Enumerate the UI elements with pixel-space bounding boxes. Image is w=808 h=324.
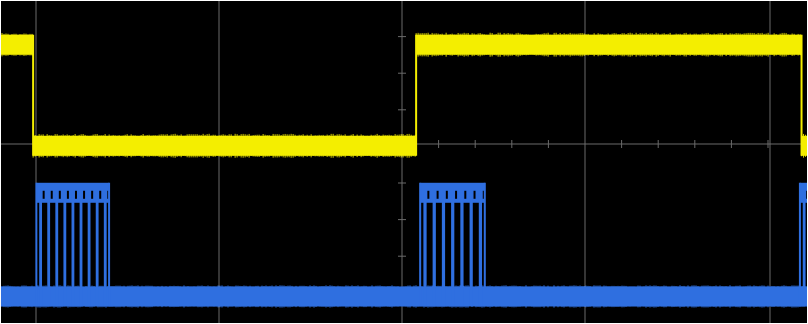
channel-1-level-band — [801, 135, 808, 156]
channel-2-pulse — [103, 192, 107, 307]
channel-2-pulse-gap — [464, 190, 467, 199]
channel-2-pulse — [87, 192, 91, 307]
channel-2-pulse-gap — [83, 190, 86, 199]
channel-2-pulse — [478, 192, 483, 307]
channel-2-pulse — [451, 192, 455, 307]
channel-2-pulse — [79, 192, 83, 307]
channel-2-pulse — [441, 192, 446, 307]
waveform-traces — [0, 32, 808, 308]
channel-2-pulse — [432, 192, 436, 307]
channel-2-pulse-gap — [445, 190, 448, 199]
channel-2-pulse-gap — [42, 190, 45, 199]
channel-2-pulse — [39, 192, 43, 307]
channel-2-trace — [0, 182, 808, 308]
channel-2-pulse-gap — [50, 190, 53, 199]
channel-2-pulse-gap — [99, 190, 102, 199]
channel-2-pulse-gap — [91, 190, 94, 199]
channel-2-pulse-gap — [74, 190, 77, 199]
channel-2-pulse-gap — [436, 190, 439, 199]
channel-2-pulse — [460, 192, 464, 307]
channel-2-pulse — [95, 192, 99, 307]
channel-1-trace — [0, 32, 808, 158]
channel-2-pulse — [63, 192, 67, 307]
channel-2-pulse-gap — [427, 190, 430, 199]
channel-2-pulse — [469, 192, 473, 307]
channel-2-pulse — [47, 192, 51, 307]
channel-2-pulse-gap — [58, 190, 61, 199]
channel-2-pulse-gap — [455, 190, 458, 199]
channel-2-pulse-gap — [482, 190, 485, 199]
channel-2-pulse — [423, 192, 427, 307]
channel-2-pulse — [71, 192, 75, 307]
channel-2-pulse-gap — [473, 190, 476, 199]
channel-2-pulse-gap — [66, 190, 69, 199]
channel-2-pulse — [802, 192, 806, 307]
channel-2-pulse — [55, 192, 59, 307]
